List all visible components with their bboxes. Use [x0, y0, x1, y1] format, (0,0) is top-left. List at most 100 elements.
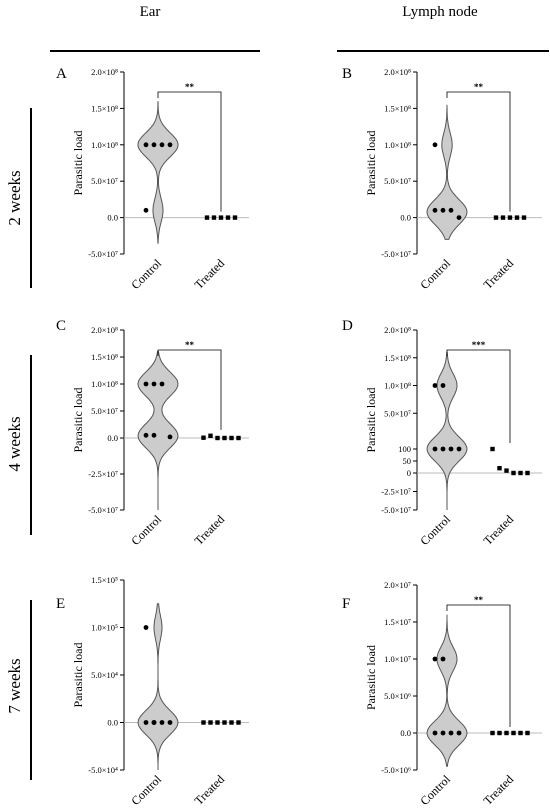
violin-control	[426, 351, 468, 510]
y-tick-label: 2.0×10⁸	[384, 325, 411, 335]
significance-label: **	[185, 82, 195, 92]
x-tick-label: Treated	[192, 772, 228, 808]
data-point-treated	[497, 730, 502, 736]
y-axis-label: Parasitic load	[71, 388, 85, 453]
data-point-treated	[497, 466, 502, 471]
y-tick-label: 100	[398, 444, 411, 454]
data-point-treated	[514, 215, 520, 220]
y-tick-label: 0	[407, 468, 411, 478]
data-point-control	[143, 381, 149, 387]
panel-b: B Parasitic load -5.0×10⁷ 0.0 5.0×10⁷ 1.0×10⁸…	[342, 66, 542, 292]
y-tick-label: -2.5×10⁷	[381, 487, 411, 497]
data-point-treated	[504, 468, 509, 473]
violin-control	[137, 603, 179, 770]
data-point-control	[167, 720, 173, 725]
y-axis-label: Parasitic load	[364, 131, 378, 196]
y-tick-label: 0.0	[400, 213, 411, 223]
data-point-control	[167, 142, 173, 148]
row-rule-7-weeks	[30, 600, 32, 780]
data-point-control	[440, 383, 446, 388]
data-point-treated	[208, 433, 213, 438]
y-tick-label: 1.5×10⁸	[384, 103, 411, 113]
y-tick-label: 0.0	[107, 718, 118, 728]
y-tick-label: 5.0×10⁷	[91, 176, 118, 186]
data-point-control	[456, 730, 462, 736]
x-tick-label: Control	[128, 512, 164, 548]
data-point-control	[432, 207, 438, 213]
y-tick-label: 1.0×10⁸	[91, 379, 118, 389]
data-point-control	[440, 207, 446, 213]
column-rule-ear	[50, 50, 260, 52]
data-point-control	[143, 432, 149, 438]
x-tick-label: Treated	[481, 772, 517, 808]
y-tick-label: 0.0	[400, 728, 411, 738]
data-point-treated	[218, 215, 224, 220]
data-point-treated	[215, 720, 220, 725]
data-point-control	[143, 720, 149, 725]
y-tick-label: 2.0×10⁸	[91, 67, 118, 77]
data-point-control	[432, 446, 438, 452]
y-tick-label: 2.0×10⁷	[384, 580, 411, 590]
significance-bracket	[446, 604, 511, 727]
data-point-treated	[222, 435, 227, 441]
data-point-control	[456, 215, 462, 221]
y-tick-label: 0.0	[107, 213, 118, 223]
panel-letter: B	[342, 66, 352, 82]
data-point-treated	[511, 470, 516, 476]
data-point-treated	[225, 215, 231, 220]
data-point-control	[440, 446, 446, 452]
data-point-treated	[521, 215, 527, 220]
data-point-treated	[229, 720, 234, 725]
data-point-control	[151, 142, 157, 148]
significance-label: **	[474, 82, 484, 92]
y-tick-label: -5.0×10⁷	[88, 249, 118, 259]
y-tick-label: 1.0×10⁸	[91, 140, 118, 150]
data-point-treated	[507, 215, 513, 220]
column-title-ear: Ear	[139, 4, 161, 20]
data-point-control	[167, 434, 173, 440]
y-tick-label: 1.5×10⁸	[91, 103, 118, 113]
data-point-treated	[201, 720, 206, 725]
panel-letter: E	[56, 596, 65, 612]
violin-control	[426, 104, 468, 240]
panel-f: F Parasitic load -5.0×10⁶ 0.0 5.0×10⁶ 1.0×10⁷…	[342, 580, 542, 808]
data-point-treated	[236, 435, 241, 441]
significance-bracket	[157, 349, 222, 430]
data-point-control	[456, 446, 462, 452]
data-point-control	[143, 207, 149, 213]
y-tick-label: -5.0×10⁴	[88, 765, 118, 775]
significance-bracket	[446, 91, 511, 212]
data-point-control	[159, 381, 165, 387]
y-tick-label: 1.5×10⁸	[91, 352, 118, 362]
significance-label: ***	[472, 340, 486, 350]
y-axis-label: Parasitic load	[71, 643, 85, 708]
column-title-lymph-node: Lymph node	[402, 4, 478, 20]
x-tick-label: Treated	[481, 256, 517, 292]
y-tick-label: 5.0×10⁷	[91, 406, 118, 416]
violin-control	[137, 101, 179, 244]
panel-c: C Parasitic load -5.0×10⁷ -2.5×10⁷ 0.0 5.0×10…	[56, 318, 249, 548]
data-point-control	[440, 730, 446, 736]
y-tick-label: 5.0×10⁶	[384, 691, 411, 701]
y-tick-label: 1.5×10⁵	[91, 575, 118, 585]
data-point-control	[432, 142, 438, 148]
y-tick-label: 5.0×10⁷	[384, 176, 411, 186]
x-tick-label: Treated	[192, 512, 228, 548]
x-tick-label: Control	[417, 256, 453, 292]
data-point-treated	[504, 730, 509, 736]
data-point-treated	[525, 470, 530, 476]
panel-letter: C	[56, 318, 66, 334]
y-tick-label: 2.0×10⁸	[91, 325, 118, 335]
data-point-treated	[229, 435, 234, 441]
x-tick-label: Control	[128, 256, 164, 292]
y-tick-label: -5.0×10⁷	[381, 505, 411, 515]
data-point-treated	[525, 730, 530, 736]
panel-e: E Parasitic load -5.0×10⁴ 0.0 5.0×10⁴ 1.0×10⁵…	[56, 575, 249, 808]
significance-label: **	[474, 595, 484, 605]
y-tick-label: 50	[403, 456, 412, 466]
data-point-control	[159, 142, 165, 148]
y-tick-label: 1.0×10⁷	[384, 654, 411, 664]
y-tick-label: 1.0×10⁸	[384, 381, 411, 391]
y-tick-label: 1.0×10⁸	[384, 140, 411, 150]
y-axis-label: Parasitic load	[71, 131, 85, 196]
